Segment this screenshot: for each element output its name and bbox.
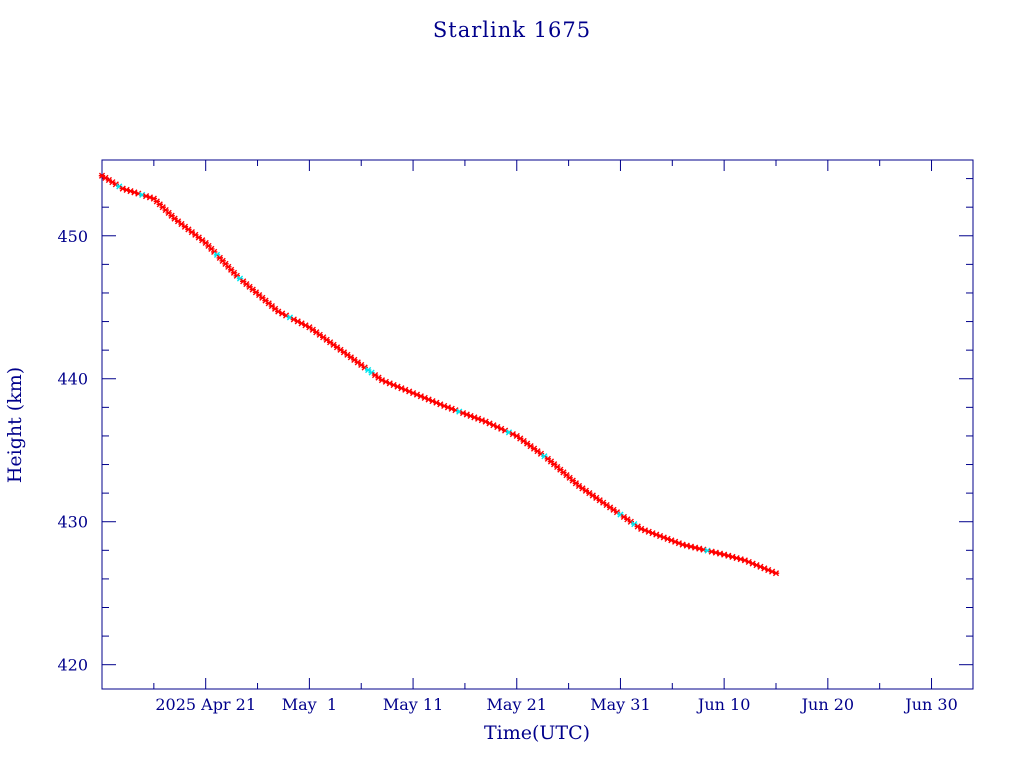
- x-tick-label: May 1: [282, 695, 337, 714]
- x-tick-label: May 21: [487, 695, 547, 714]
- y-tick-label: 440: [57, 370, 88, 389]
- x-axis-label: Time(UTC): [484, 722, 590, 744]
- y-tick-label: 430: [57, 513, 88, 532]
- x-tick-label: Jun 30: [903, 695, 957, 714]
- plot-frame: [101, 159, 974, 690]
- x-tick-label: Jun 10: [696, 695, 750, 714]
- y-tick-label: 420: [57, 656, 88, 675]
- series-line: [101, 175, 777, 574]
- y-axis-label: Height (km): [4, 367, 26, 483]
- plot-area: 2025 Apr 21 May 1 May 11 May 21 May 31 Jun 10…: [57, 159, 974, 714]
- x-tick-label: May 11: [383, 695, 443, 714]
- x-tick-label: 2025 Apr 21: [155, 695, 256, 714]
- x-tick-label: Jun 20: [800, 695, 854, 714]
- chart-title: Starlink 1675: [433, 18, 591, 42]
- data-point-marker: [772, 570, 780, 577]
- x-tick-label: May 31: [590, 695, 650, 714]
- y-tick-label: 450: [57, 227, 88, 246]
